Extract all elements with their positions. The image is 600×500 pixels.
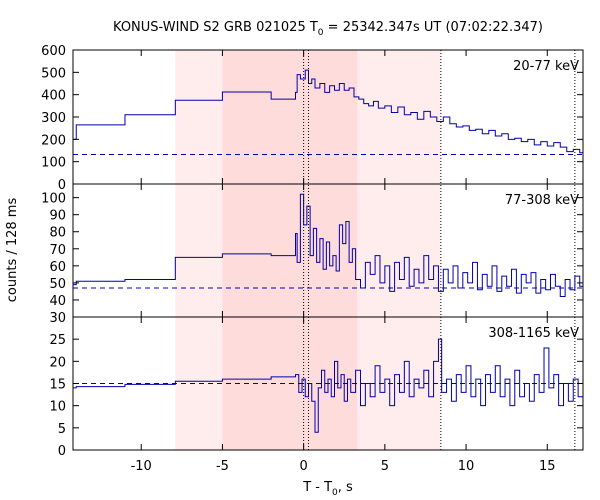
y-tick-label-2-1: 5 [58,422,66,437]
y-tick-label-0-1: 100 [41,156,66,171]
x-tick-label-3: 5 [381,459,389,474]
y-tick-label-2-5: 25 [49,333,66,348]
x-tick-label-1: -5 [216,459,229,474]
light-curve-2 [73,338,583,433]
y-tick-label-0-5: 500 [41,66,66,81]
y-tick-label-0-0: 0 [58,178,66,193]
y-tick-label-2-4: 20 [49,355,66,370]
y-tick-label-0-2: 200 [41,133,66,148]
y-tick-label-1-1: 40 [49,294,66,309]
y-axis-title: counts / 128 ms [5,198,20,303]
light-curve-1 [73,193,583,298]
shaded-region-1 [222,50,358,450]
y-tick-label-1-3: 60 [49,260,66,275]
chart-title: KONUS-WIND S2 GRB 021025 T0 = 25342.347s… [113,20,543,38]
x-tick-label-0: -10 [131,459,152,474]
y-tick-label-1-0: 30 [49,311,66,326]
x-tick-label-2: 0 [299,459,307,474]
y-tick-label-1-2: 50 [49,277,66,292]
y-tick-label-1-6: 90 [49,209,66,224]
y-tick-label-2-3: 15 [49,378,66,393]
light-curve-0 [73,69,583,154]
energy-band-label-0: 20-77 keV [513,59,579,74]
y-tick-label-2-2: 10 [49,400,66,415]
y-tick-label-2-0: 0 [58,444,66,459]
y-tick-label-1-4: 70 [49,243,66,258]
energy-band-label-2: 308-1165 keV [488,326,579,341]
y-tick-label-0-3: 300 [41,111,66,126]
y-tick-label-0-6: 600 [41,44,66,59]
x-axis-title: T - T0, s [302,480,353,498]
x-tick-label-4: 10 [458,459,475,474]
y-tick-label-0-4: 400 [41,89,66,104]
y-tick-label-1-5: 80 [49,226,66,241]
x-tick-label-5: 15 [539,459,556,474]
y-tick-label-1-7: 100 [41,192,66,207]
energy-band-label-1: 77-308 keV [505,193,579,208]
